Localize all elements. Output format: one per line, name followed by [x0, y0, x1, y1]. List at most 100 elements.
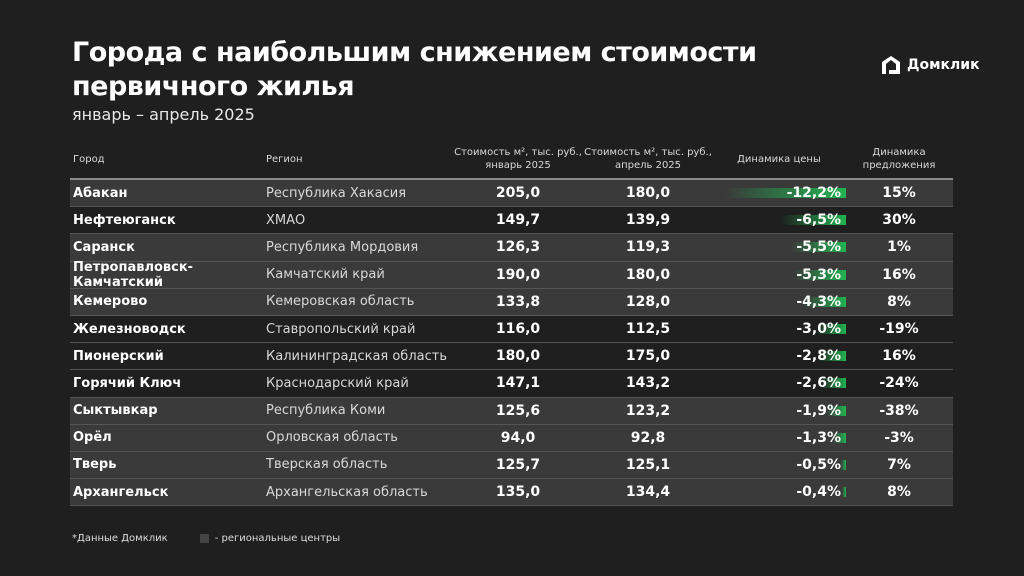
region-cell: Республика Хакасия [266, 185, 407, 201]
region-cell: Архангельская область [266, 484, 428, 500]
city-cell: Пионерский [73, 348, 164, 364]
table-row: Саранск Республика Мордовия 126,3 119,3 -5,5… [70, 234, 953, 262]
header-jan: Стоимость м², тыс. руб., январь 2025 [453, 146, 583, 172]
legend-label: - региональные центры [214, 533, 341, 544]
city-cell: Железноводск [73, 321, 186, 337]
region-cell: Краснодарский край [266, 375, 409, 391]
price-dynamics-cell: -1,3% [713, 425, 846, 451]
header-supply-line2: предложения [862, 160, 936, 171]
city-cell: Кемерово [73, 294, 148, 310]
jan-price-cell: 126,3 [495, 239, 541, 256]
region-cell: Камчатский край [266, 267, 385, 283]
apr-price-cell: 175,0 [625, 348, 671, 365]
price-dynamics-bar [803, 296, 846, 307]
price-dynamics-label: -4,3% [796, 293, 841, 310]
supply-dynamics-cell: 1% [887, 239, 911, 256]
price-dynamics-bar [833, 432, 846, 443]
price-dynamics-cell: -5,5% [713, 234, 846, 260]
city-cell: Архангельск [73, 484, 169, 500]
apr-price-cell: 125,1 [625, 456, 671, 473]
price-dynamics-label: -2,8% [796, 348, 841, 365]
price-dynamics-label: -5,5% [796, 239, 841, 256]
apr-price-cell: 180,0 [625, 266, 671, 283]
header-region: Регион [266, 153, 303, 165]
city-cell: Орёл [73, 430, 112, 446]
jan-price-cell: 116,0 [495, 321, 541, 338]
region-cell: Кемеровская область [266, 294, 415, 310]
price-dynamics-label: -12,2% [786, 185, 841, 202]
table-row: Нефтеюганск ХМАО 149,7 139,9 -6,5% 30% [70, 207, 953, 235]
table-row: Железноводск Ставропольский край 116,0 112,… [70, 315, 953, 344]
supply-dynamics-cell: 16% [882, 348, 916, 365]
price-dynamics-cell: -12,2% [713, 180, 846, 206]
data-table: Город Регион Стоимость м², тыс. руб., янв… [70, 140, 953, 507]
apr-price-cell: 180,0 [625, 185, 671, 202]
region-cell: Республика Мордовия [266, 239, 419, 255]
jan-price-cell: 205,0 [495, 185, 541, 202]
jan-price-cell: 135,0 [495, 484, 541, 501]
header-price-dynamics: Динамика цены [737, 153, 821, 165]
price-dynamics-bar [818, 351, 846, 362]
jan-price-cell: 180,0 [495, 348, 541, 365]
city-cell: Нефтеюганск [73, 212, 176, 228]
table-row: Архангельск Архангельская область 135,0 134… [70, 479, 953, 507]
price-dynamics-cell: -5,3% [713, 262, 846, 288]
header-jan-line1: Стоимость м², тыс. руб., [454, 147, 582, 158]
apr-price-cell: 128,0 [625, 293, 671, 310]
jan-price-cell: 133,8 [495, 293, 541, 310]
jan-price-cell: 190,0 [495, 266, 541, 283]
table-row: Кемерово Кемеровская область 133,8 128,0 -4,… [70, 288, 953, 316]
supply-dynamics-cell: -38% [879, 402, 919, 419]
footer: *Данные Домклик - региональные центры [72, 533, 340, 544]
table-row: Абакан Республика Хакасия 205,0 180,0 -12,2%… [70, 180, 953, 208]
jan-price-cell: 149,7 [495, 212, 541, 229]
price-dynamics-cell: -6,5% [713, 207, 846, 233]
header-supply-line1: Динамика [872, 147, 926, 158]
region-cell: Калининградская область [266, 348, 447, 364]
supply-dynamics-cell: 15% [882, 185, 916, 202]
apr-price-cell: 112,5 [625, 321, 671, 338]
logo-text: Домклик [907, 57, 980, 73]
price-dynamics-label: -1,9% [796, 402, 841, 419]
supply-dynamics-cell: -19% [879, 321, 919, 338]
table-row: Сыктывкар Республика Коми 125,6 123,2 -1,9% -… [70, 397, 953, 425]
jan-price-cell: 125,6 [495, 402, 541, 419]
apr-price-cell: 143,2 [625, 375, 671, 392]
price-dynamics-label: -1,3% [796, 429, 841, 446]
price-dynamics-cell: -2,8% [713, 343, 846, 369]
table-row: Пионерский Калининградская область 180,0 17… [70, 343, 953, 371]
region-cell: Тверская область [266, 457, 388, 473]
apr-price-cell: 134,4 [625, 484, 671, 501]
price-dynamics-cell: -1,9% [713, 398, 846, 424]
supply-dynamics-cell: 7% [887, 456, 911, 473]
city-cell: Сыктывкар [73, 403, 158, 419]
city-cell: Саранск [73, 239, 135, 255]
price-dynamics-bar [781, 215, 846, 226]
supply-dynamics-cell: -24% [879, 375, 919, 392]
subtitle: январь – апрель 2025 [72, 105, 255, 124]
domclick-logo: Домклик [880, 54, 980, 76]
jan-price-cell: 125,7 [495, 456, 541, 473]
price-dynamics-cell: -3,0% [713, 316, 846, 342]
jan-price-cell: 94,0 [500, 429, 536, 446]
price-dynamics-bar [816, 324, 846, 335]
supply-dynamics-cell: 30% [882, 212, 916, 229]
price-dynamics-bar [842, 487, 846, 498]
price-dynamics-label: -3,0% [796, 321, 841, 338]
source-note: *Данные Домклик [72, 533, 168, 544]
city-cell: Петропавловск-Камчатский [73, 259, 194, 290]
table-row: Горячий Ключ Краснодарский край 147,1 143,2… [70, 370, 953, 398]
apr-price-cell: 139,9 [625, 212, 671, 229]
price-dynamics-bar [791, 242, 846, 253]
header-jan-line2: январь 2025 [485, 160, 551, 171]
region-cell: ХМАО [266, 212, 306, 228]
house-logo-icon [882, 56, 900, 74]
legend-swatch [199, 534, 209, 543]
header-supply: Динамика предложения [845, 146, 953, 172]
table-row: Петропавловск-Камчатский Камчатский край 1… [70, 259, 953, 290]
header-apr-line1: Стоимость м², тыс. руб., [584, 147, 712, 158]
region-cell: Республика Коми [266, 403, 386, 419]
apr-price-cell: 92,8 [630, 429, 666, 446]
header-city: Город [73, 153, 105, 165]
apr-price-cell: 123,2 [625, 402, 671, 419]
